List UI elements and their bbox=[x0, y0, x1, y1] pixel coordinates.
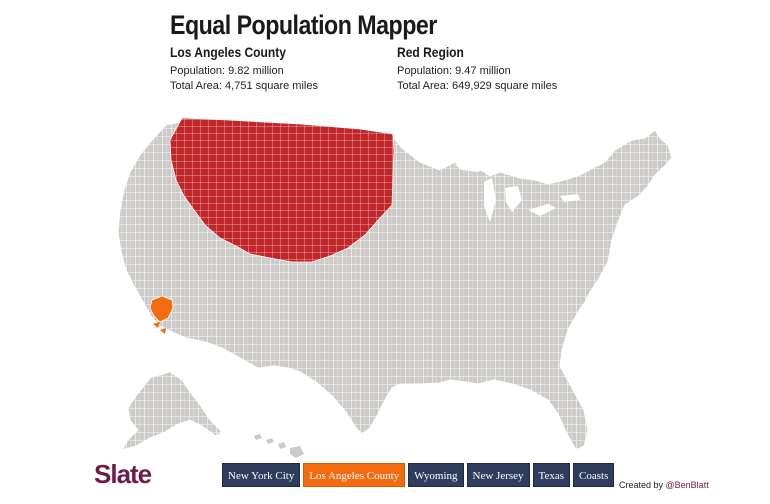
la-county-heading: Los Angeles County bbox=[170, 44, 286, 60]
la-county-stats: Los Angeles County Population: 9.82 mill… bbox=[170, 44, 318, 94]
la-county-population: Population: 9.82 million bbox=[170, 65, 284, 77]
la-county-shape bbox=[149, 295, 174, 334]
texas-button[interactable]: Texas bbox=[532, 463, 571, 487]
red-region-population: Population: 9.47 million bbox=[397, 65, 511, 77]
great-lakes-shape bbox=[455, 160, 580, 222]
wyoming-button[interactable]: Wyoming bbox=[408, 463, 464, 487]
la-county-area: Total Area: 4,751 square miles bbox=[170, 80, 318, 92]
coasts-button[interactable]: Coasts bbox=[573, 463, 615, 487]
new-jersey-button[interactable]: New Jersey bbox=[466, 463, 530, 487]
alaska-borders bbox=[122, 372, 222, 450]
red-region-stats: Red Region Population: 9.47 million Tota… bbox=[397, 44, 557, 94]
los-angeles-county-button[interactable]: Los Angeles County bbox=[303, 463, 406, 487]
credit-author-link[interactable]: @BenBlatt bbox=[665, 480, 709, 490]
credit-prefix: Created by bbox=[619, 480, 666, 490]
new-york-city-button[interactable]: New York City bbox=[222, 463, 301, 487]
slate-logo[interactable]: Slate bbox=[94, 459, 152, 489]
page-title: Equal Population Mapper bbox=[170, 10, 437, 40]
hawaii-shape bbox=[254, 434, 304, 458]
red-region-heading: Red Region bbox=[397, 44, 464, 60]
red-region-area: Total Area: 649,929 square miles bbox=[397, 80, 558, 92]
red-region-shape bbox=[169, 117, 395, 263]
region-button-bar: New York City Los Angeles County Wyoming… bbox=[222, 463, 615, 487]
credit-line: Created by @BenBlatt bbox=[619, 480, 709, 490]
